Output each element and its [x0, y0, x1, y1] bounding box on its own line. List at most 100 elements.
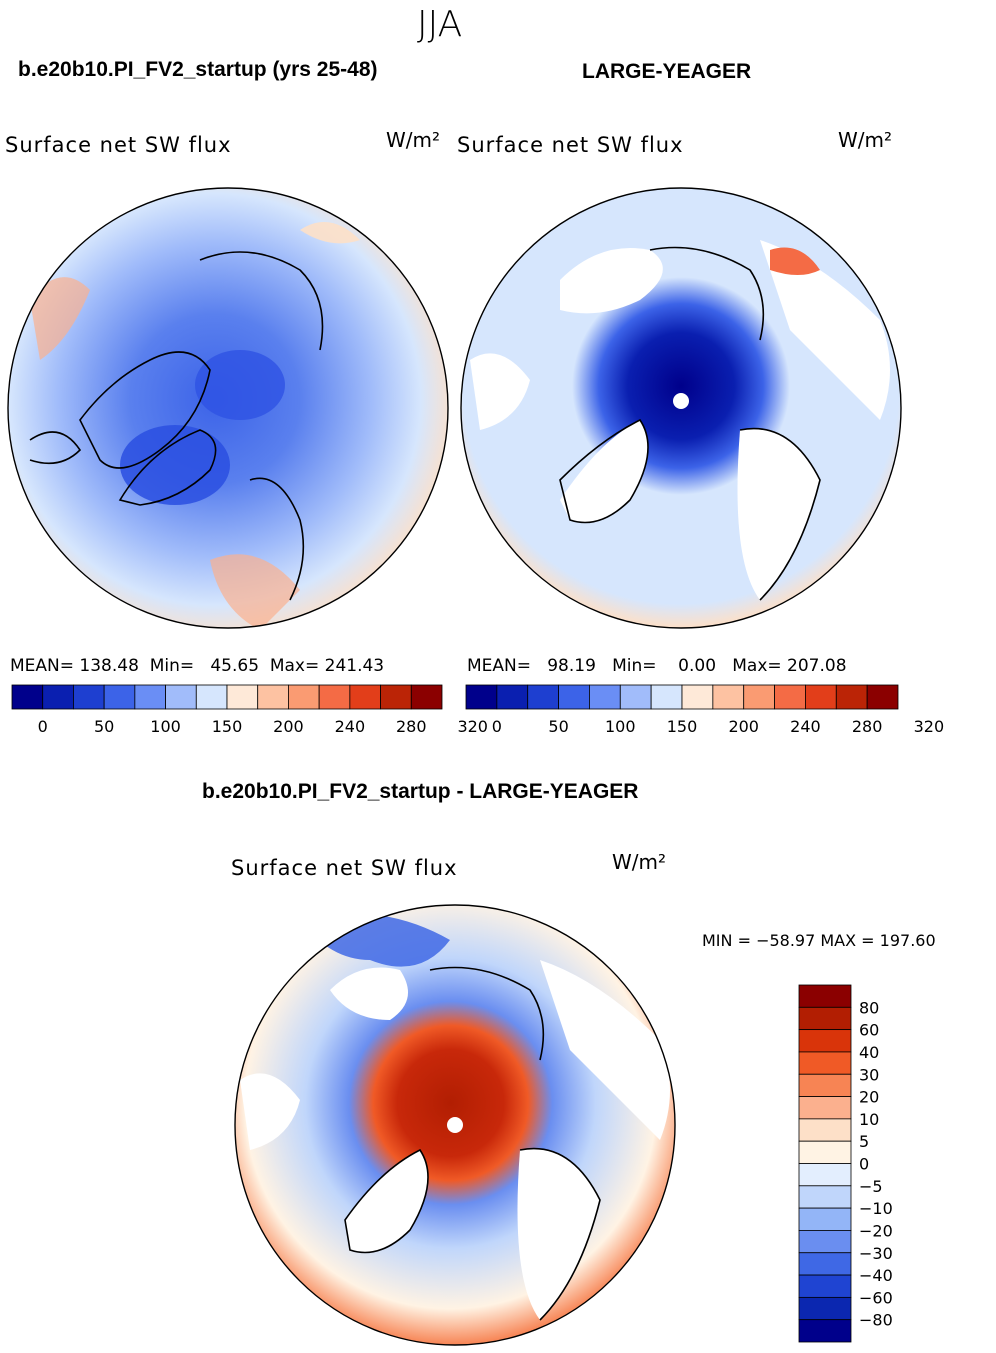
left-colorbar-swatch — [318, 684, 351, 710]
left-case-title: b.e20b10.PI_FV2_startup (yrs 25-48) — [18, 58, 378, 81]
right-colorbar-swatch — [743, 684, 775, 710]
right-max-label: Max= — [732, 656, 782, 676]
left-min-label: Min= — [149, 656, 195, 676]
left-colorbar-swatch — [73, 684, 105, 710]
right-variable-label: Surface net SW flux — [457, 133, 684, 157]
right-colorbar-swatch — [496, 684, 529, 710]
left-colorbar-tick-label: 0 — [38, 717, 48, 736]
diff-colorbar-tick-label: −30 — [859, 1244, 893, 1263]
right-colorbar-swatch — [712, 684, 745, 710]
diff-colorbar-tick-label: −80 — [859, 1311, 893, 1330]
right-min-label: Min= — [612, 656, 657, 676]
left-colorbar-tick-label: 280 — [396, 717, 427, 736]
right-colorbar-tick-label: 50 — [548, 717, 568, 736]
left-colorbar-tick-label: 50 — [94, 717, 114, 736]
left-min-value: 45.65 — [210, 656, 260, 676]
diff-colorbar-tick-label: 0 — [859, 1155, 869, 1174]
left-warm-patch — [30, 277, 90, 360]
diff-colorbar-tick-label: 20 — [859, 1088, 879, 1107]
left-max-value: 241.43 — [324, 656, 385, 676]
left-colorbar-tick-label: 320 — [457, 717, 488, 736]
left-colorbar-swatch — [195, 684, 228, 710]
diff-colorbar-tick-label: −60 — [859, 1288, 893, 1307]
left-coastline-canada — [79, 351, 211, 469]
right-mean-label: MEAN= — [467, 656, 531, 676]
right-mean-value: 98.19 — [547, 656, 596, 676]
diff-land-mask-asia — [540, 960, 670, 1140]
diff-colorbar-swatch — [798, 1051, 852, 1075]
right-colorbar-tick-label: 280 — [852, 717, 883, 736]
diff-colorbar-tick-label: 5 — [859, 1132, 869, 1151]
diff-land-mask-1 — [330, 967, 408, 1020]
left-greenland-shade — [120, 425, 230, 505]
diff-variable-label: Surface net SW flux — [231, 856, 458, 880]
diff-colorbar-swatch — [798, 1006, 852, 1031]
left-variable-label: Surface net SW flux — [5, 133, 232, 157]
diff-colorbar-tick-label: 60 — [859, 1021, 879, 1040]
diff-land-mask-greenland — [345, 1150, 428, 1253]
left-colorbar: 0 50 100 150 200 240 280 320 — [11, 684, 488, 736]
left-colorbar-swatch — [103, 684, 136, 710]
right-colorbar-swatch — [774, 684, 806, 710]
diff-colorbar-swatch — [798, 1096, 852, 1120]
right-min-value: 0.00 — [678, 656, 717, 676]
right-units-label: W/m² — [838, 128, 893, 152]
diff-colorbar: 80 60 40 30 20 10 5 0 −5 −10 −20 −30 −40 −60 −80 — [798, 984, 893, 1343]
right-colorbar-tick-label: 0 — [492, 717, 502, 736]
left-map-border — [7, 187, 449, 629]
right-colorbar-swatch — [835, 684, 868, 710]
diff-colorbar-swatch — [798, 1163, 852, 1187]
diff-colorbar-tick-label: 10 — [859, 1110, 879, 1129]
right-colorbar-swatch — [465, 684, 498, 710]
diff-colorbar-swatch — [798, 984, 852, 1008]
diff-colorbar-tick-label: 30 — [859, 1065, 879, 1084]
diff-polar-map — [234, 904, 676, 1346]
left-colorbar-tick-label: 200 — [273, 717, 304, 736]
season-title: JJA — [417, 4, 463, 45]
left-colorbar-swatch — [226, 684, 259, 710]
diff-colorbar-swatch — [798, 1140, 852, 1164]
right-land-mask-asia — [760, 240, 890, 420]
right-colorbar-swatch — [866, 684, 899, 710]
diff-colorbar-tick-label: −5 — [859, 1177, 883, 1196]
diff-colorbar-swatch — [798, 1207, 852, 1231]
diff-colorbar-swatch — [798, 1252, 852, 1276]
diff-pole-hole — [447, 1117, 463, 1133]
left-colorbar-swatch — [257, 684, 289, 710]
right-coastline-siberia — [649, 246, 765, 341]
diff-units-label: W/m² — [612, 850, 667, 874]
right-coastline-greenland — [559, 418, 649, 524]
diff-colorbar-swatch — [798, 1296, 852, 1321]
right-colorbar-swatch — [619, 684, 652, 710]
left-colorbar-swatch — [349, 684, 381, 710]
diff-colorbar-tick-label: 80 — [859, 998, 879, 1017]
right-colorbar-swatch — [558, 684, 590, 710]
diff-colorbar-tick-label: −20 — [859, 1221, 893, 1240]
right-stats: MEAN= 98.19 Min= 0.00 Max= 207.08 — [467, 656, 847, 676]
diff-colorbar-swatch — [798, 1230, 852, 1254]
diff-coastline-greenland — [344, 1148, 429, 1254]
diff-colorbar-tick-label: −10 — [859, 1199, 893, 1218]
right-colorbar-swatch — [681, 684, 714, 710]
diff-colorbar-tick-label: 40 — [859, 1043, 879, 1062]
left-mean-label: MEAN= — [10, 656, 74, 676]
right-colorbar-tick-label: 320 — [914, 717, 945, 736]
diff-colorbar-swatch — [798, 1073, 852, 1097]
diff-colorbar-swatch — [798, 1274, 852, 1298]
left-colorbar-swatch — [42, 684, 74, 710]
left-max-label: Max= — [269, 656, 320, 676]
left-pole-shade — [195, 350, 285, 420]
left-stats: MEAN= 138.48 Min= 45.65 Max= 241.43 — [10, 656, 384, 676]
right-land-mask-greenland — [560, 420, 648, 523]
right-colorbar-swatch — [650, 684, 683, 710]
right-land-mask-1 — [560, 248, 663, 314]
left-coastline-greenland — [118, 429, 217, 506]
left-warm-patch-asia — [300, 222, 360, 244]
diff-minmax: MIN = −58.97 MAX = 197.60 — [702, 931, 936, 950]
left-units-label: W/m² — [386, 128, 441, 152]
right-warm-patch — [770, 247, 820, 275]
right-colorbar-swatch — [527, 684, 559, 710]
left-coastline-siberia — [199, 251, 324, 351]
right-pole-hole — [673, 393, 689, 409]
left-colorbar-swatch — [410, 684, 443, 710]
